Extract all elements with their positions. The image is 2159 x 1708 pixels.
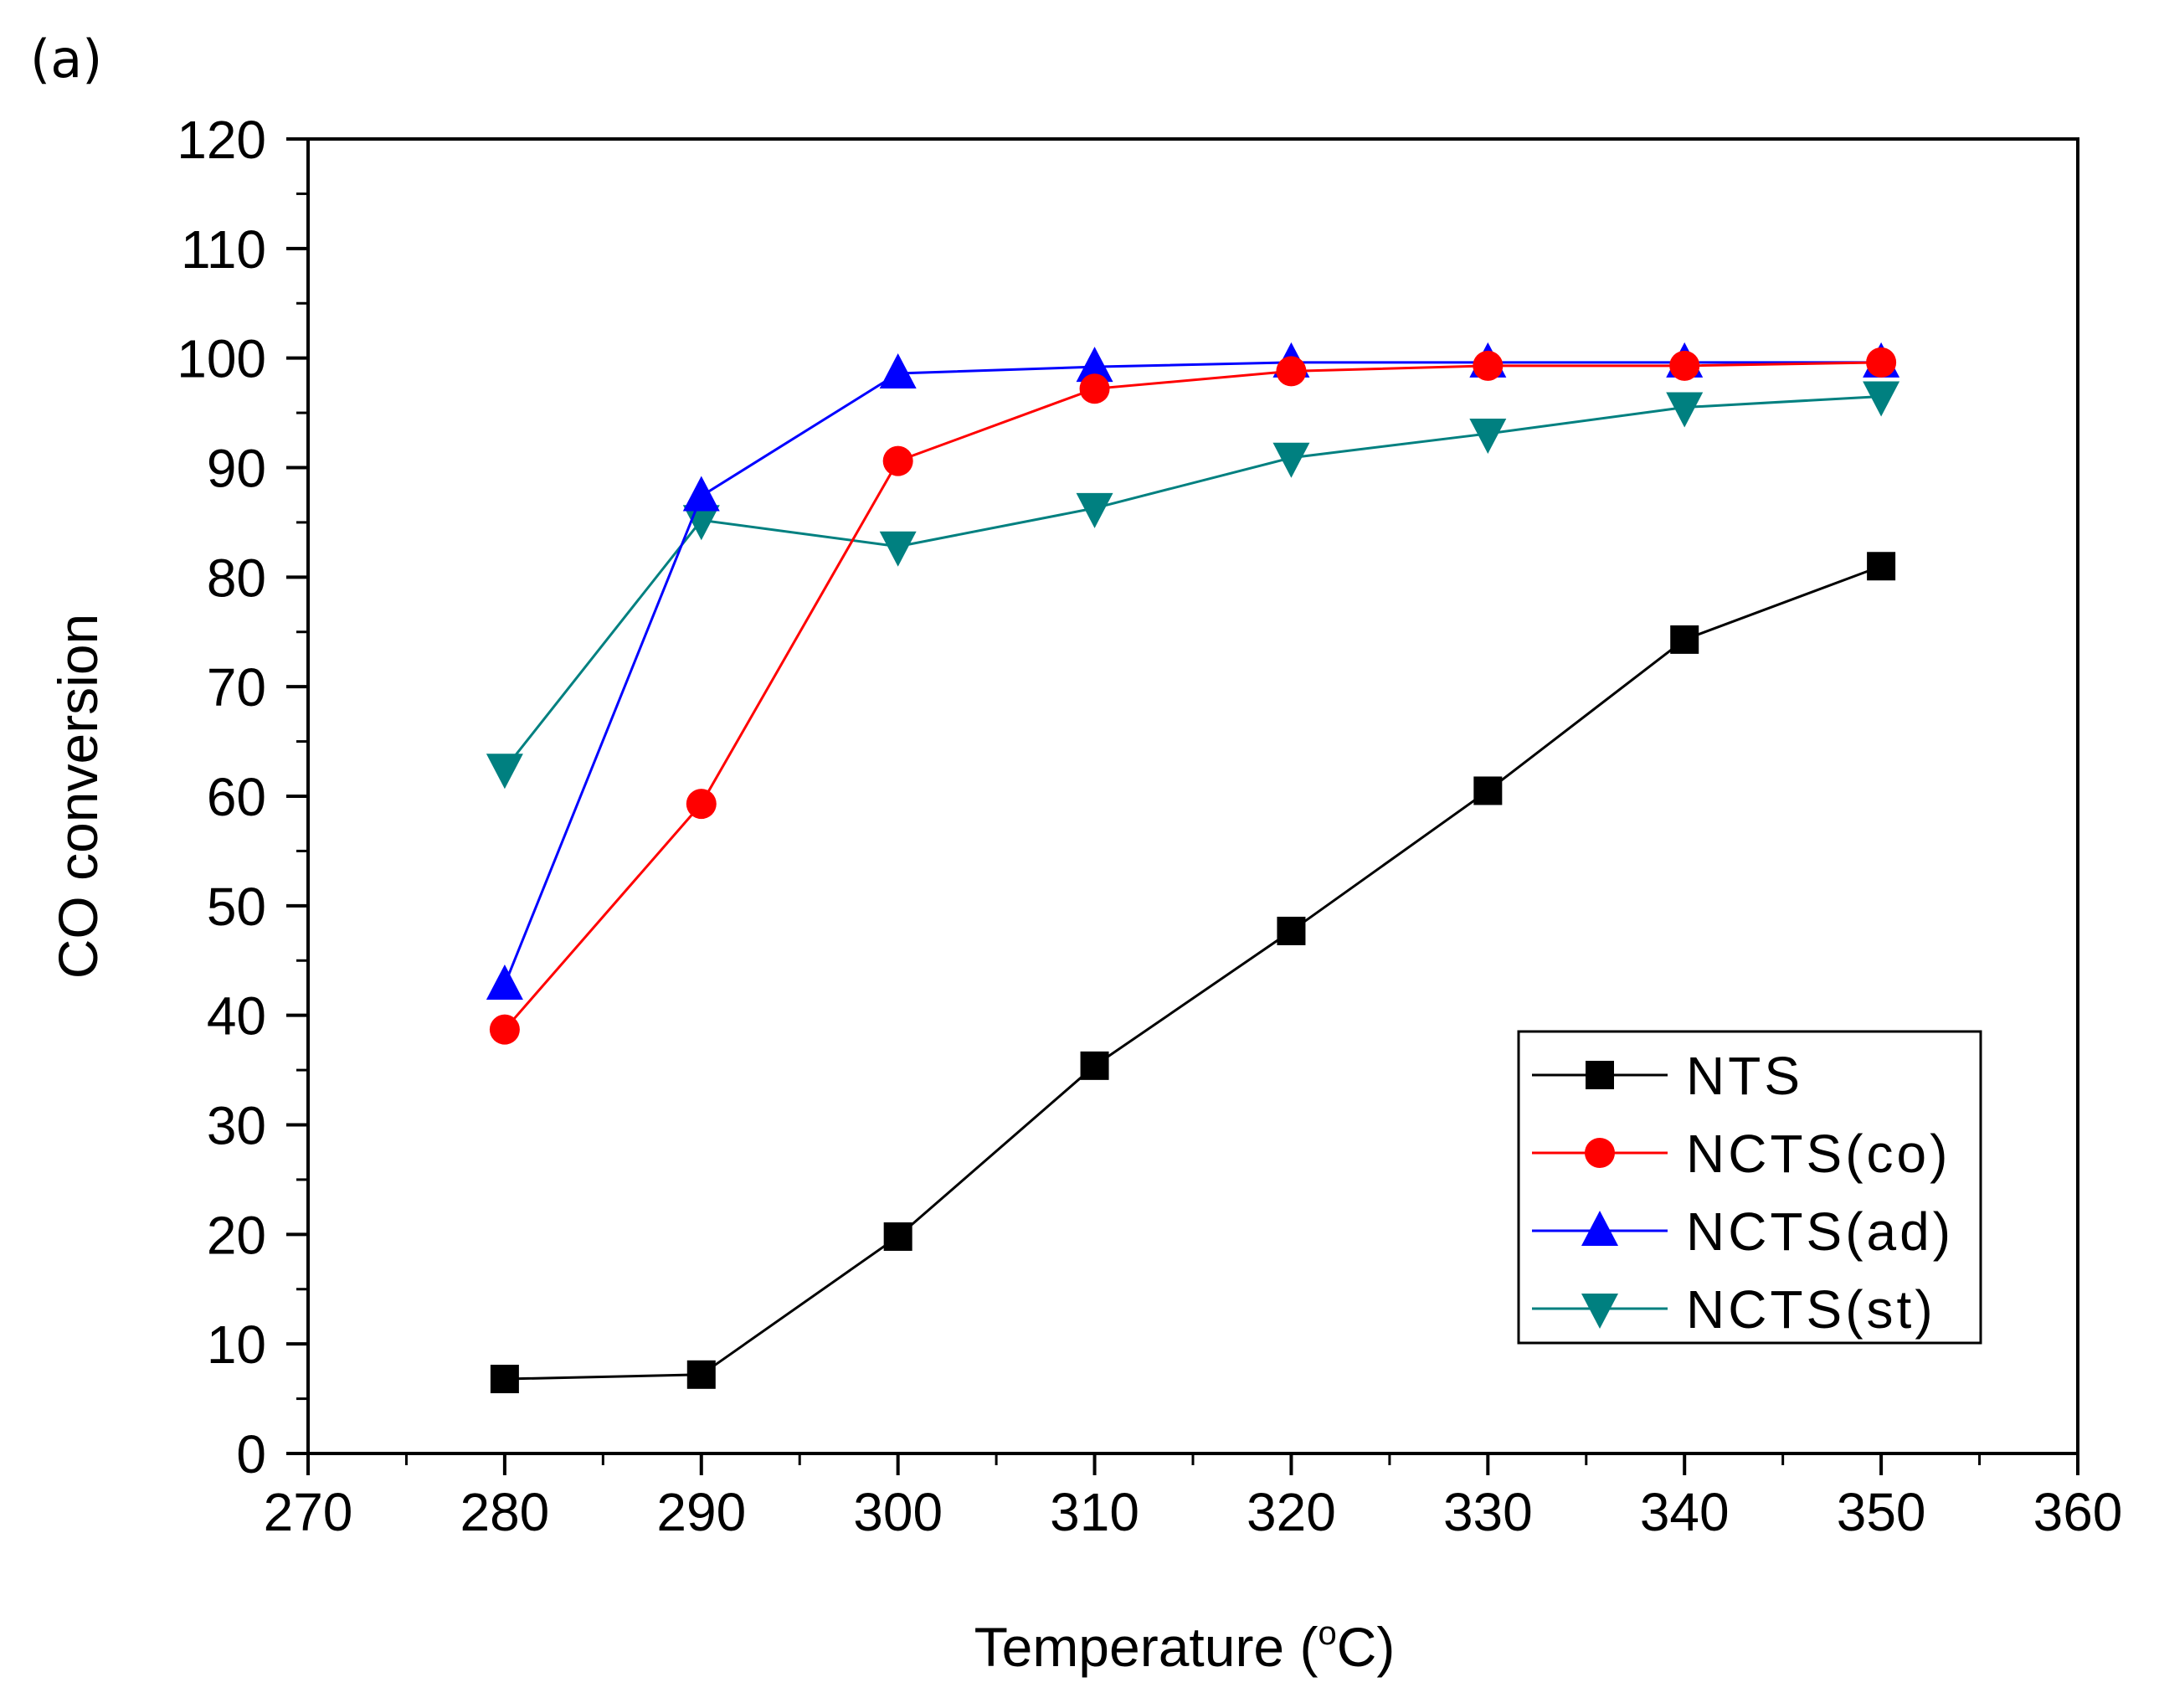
x-axis-title: Temperature (oC) [974,1615,1396,1678]
data-point [490,1365,519,1394]
x-tick-label: 330 [1443,1482,1533,1542]
legend-label: NCTS(ad) [1686,1201,1954,1262]
data-point [882,445,913,476]
legend-marker [1581,1294,1618,1329]
data-point [1080,1051,1109,1080]
series-line [503,361,1882,1031]
x-axis-title-degree: o [1318,1615,1336,1652]
x-tick-label: 320 [1247,1482,1336,1542]
data-point [1277,916,1306,945]
series-line [503,394,1882,770]
x-tick-label: 360 [2033,1482,2123,1542]
data-point [1076,347,1113,383]
data-point [1473,776,1503,805]
x-tick-label: 280 [460,1482,549,1542]
y-tick-label: 40 [207,986,266,1047]
data-point [682,505,720,541]
y-tick-label: 30 [207,1096,266,1156]
legend: NTS NCTS(co) NCTS(ad) NCTS(st) [1517,1030,1982,1345]
data-point [879,531,917,567]
legend-box [1517,1030,1982,1345]
data-point [1276,356,1307,387]
y-tick-label: 20 [207,1205,266,1265]
data-point [486,754,523,790]
series-ncts-ad- [486,342,1900,1001]
legend-item: NCTS(co) [1532,1124,1951,1184]
legend-marker [1586,1061,1614,1089]
series-line [503,361,1882,985]
data-point [1079,373,1110,404]
y-tick-label: 70 [207,657,266,718]
x-axis-title-unit: C) [1337,1616,1396,1678]
legend-label: NTS [1686,1046,1803,1106]
series-line [504,564,1882,1381]
data-point [1666,392,1704,428]
x-tick-label: 300 [853,1482,943,1542]
data-point [682,476,720,512]
data-point [486,965,523,1001]
data-point [1669,350,1700,381]
data-point [1272,442,1310,478]
y-tick-label: 10 [207,1314,266,1375]
y-tick-label: 80 [207,548,266,608]
y-axis-title: CO conversion [47,614,109,980]
x-tick-label: 350 [1837,1482,1926,1542]
panel-label: (a) [30,28,102,90]
x-tick-label: 290 [656,1482,746,1542]
data-point [883,1222,912,1251]
x-tick-label: 310 [1050,1482,1139,1542]
x-tick-label: 270 [264,1482,353,1542]
y-tick-label: 50 [207,877,266,937]
legend-marker [1581,1211,1618,1246]
y-tick-label: 60 [207,767,266,827]
series-nts [490,552,1896,1394]
series-ncts-st- [486,381,1900,790]
data-point [1867,552,1896,581]
y-tick-label: 120 [177,110,266,170]
data-point [1473,350,1504,381]
x-tick-label: 340 [1640,1482,1730,1542]
y-tick-label: 100 [177,329,266,389]
data-point [1863,381,1900,417]
y-tick-label: 110 [181,219,266,280]
data-point [686,1360,716,1389]
data-point [686,789,717,820]
data-point [1469,418,1507,454]
legend-item: NCTS(st) [1532,1279,1936,1340]
legend-label: NCTS(st) [1686,1279,1936,1340]
data-point [1670,625,1699,654]
legend-item: NCTS(ad) [1532,1201,1954,1262]
legend-item: NTS [1532,1046,1803,1106]
y-tick-label: 90 [207,439,266,499]
data-point [489,1014,520,1045]
data-point [1866,347,1897,378]
y-tick-label: 0 [236,1424,266,1484]
legend-label: NCTS(co) [1686,1124,1951,1184]
legend-marker [1585,1138,1615,1168]
data-point [1076,492,1113,528]
series-ncts-co- [489,347,1897,1045]
data-point [879,352,917,388]
x-axis-title-main: Temperature ( [974,1616,1319,1678]
